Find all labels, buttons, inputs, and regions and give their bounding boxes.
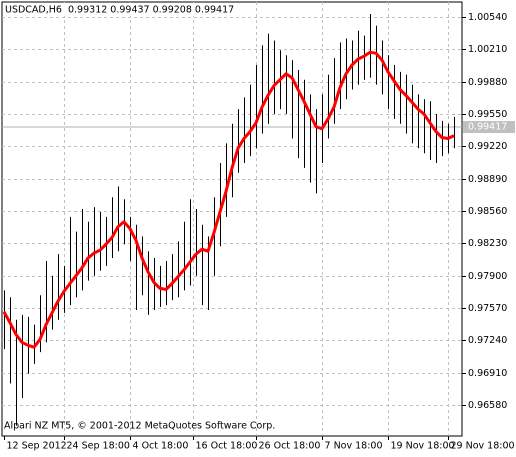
- y-tick-label: 0.99550: [468, 109, 507, 120]
- x-tick-label: 4 Oct 18:00: [133, 441, 189, 452]
- last-price-label: 0.99417: [468, 122, 507, 133]
- y-tick-label: 0.98230: [468, 238, 507, 249]
- y-tick-label: 0.99880: [468, 77, 507, 88]
- y-tick-label: 0.96910: [468, 368, 507, 379]
- title-bg: [3, 3, 213, 16]
- y-tick-label: 0.96580: [468, 400, 507, 411]
- x-tick-label: 7 Nov 18:00: [325, 441, 383, 452]
- y-tick-label: 0.98560: [468, 206, 507, 217]
- y-tick-label: 0.97900: [468, 271, 507, 282]
- y-tick-label: 0.99220: [468, 141, 507, 152]
- y-tick-label: 0.97570: [468, 303, 507, 314]
- footer: Alpari NZ MT5, © 2001-2012 MetaQuotes So…: [4, 421, 275, 432]
- x-tick-label: 29 Nov 18:00: [451, 441, 515, 452]
- y-tick-label: 0.97240: [468, 335, 507, 346]
- x-tick-label: 24 Sep 18:00: [67, 441, 130, 452]
- x-tick-label: 16 Oct 18:00: [196, 441, 258, 452]
- y-tick-label: 1.00540: [468, 12, 507, 23]
- y-tick-label: 0.98890: [468, 174, 507, 185]
- last-price-box: [463, 121, 515, 134]
- x-tick-label: 12 Sep 2012: [7, 441, 67, 452]
- plot-frame: [1, 1, 463, 437]
- moving-average: [2, 50, 455, 349]
- x-tick-label: 19 Nov 18:00: [391, 441, 455, 452]
- y-tick-label: 1.00210: [468, 44, 507, 55]
- chart-title: USDCAD,H6 0.99312 0.99437 0.99208 0.9941…: [5, 5, 234, 16]
- x-tick-label: 26 Oct 18:00: [259, 441, 321, 452]
